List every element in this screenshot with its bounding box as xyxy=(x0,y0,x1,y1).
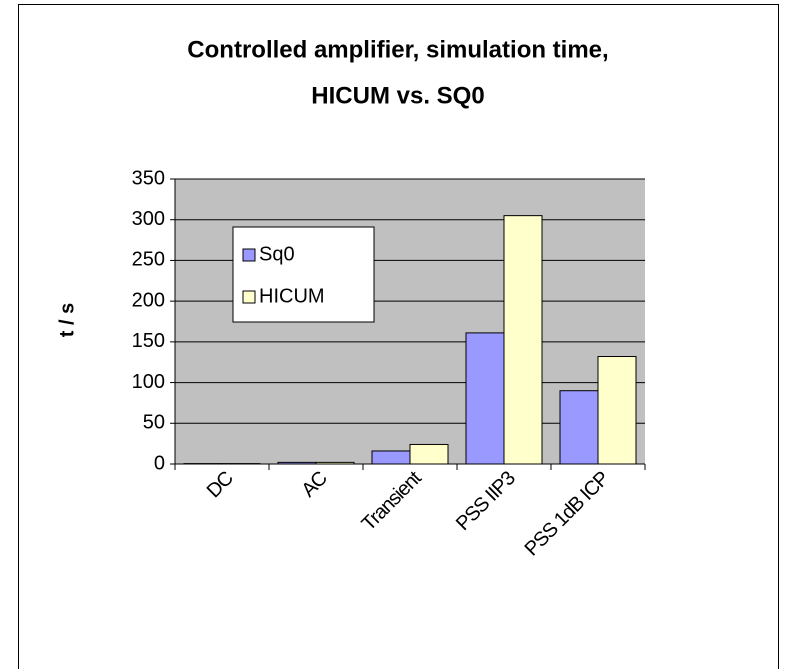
legend: Sq0 HICUM xyxy=(232,226,375,323)
legend-swatch xyxy=(242,290,256,304)
chart-title: Controlled amplifier, simulation time, xyxy=(187,36,608,63)
bar xyxy=(503,215,543,465)
bar xyxy=(409,443,449,465)
bar xyxy=(465,332,505,465)
y-tick-label: 0 xyxy=(154,452,165,474)
bar xyxy=(371,450,411,465)
bar xyxy=(597,356,637,465)
y-tick-label: 300 xyxy=(132,208,165,230)
chart-title: HICUM vs. SQ0 xyxy=(311,82,484,109)
y-tick-label: 200 xyxy=(132,289,165,311)
y-tick-label: 150 xyxy=(132,330,165,352)
legend-swatch xyxy=(242,248,256,262)
y-tick-label: 350 xyxy=(132,167,165,189)
bar xyxy=(559,390,599,465)
legend-label: HICUM xyxy=(259,285,325,307)
legend-label: Sq0 xyxy=(259,243,295,265)
y-tick-label: 250 xyxy=(132,249,165,271)
y-axis-label: t / s xyxy=(56,303,78,337)
y-tick-label: 50 xyxy=(143,412,165,434)
y-tick-label: 100 xyxy=(132,371,165,393)
legend-box xyxy=(232,226,375,323)
